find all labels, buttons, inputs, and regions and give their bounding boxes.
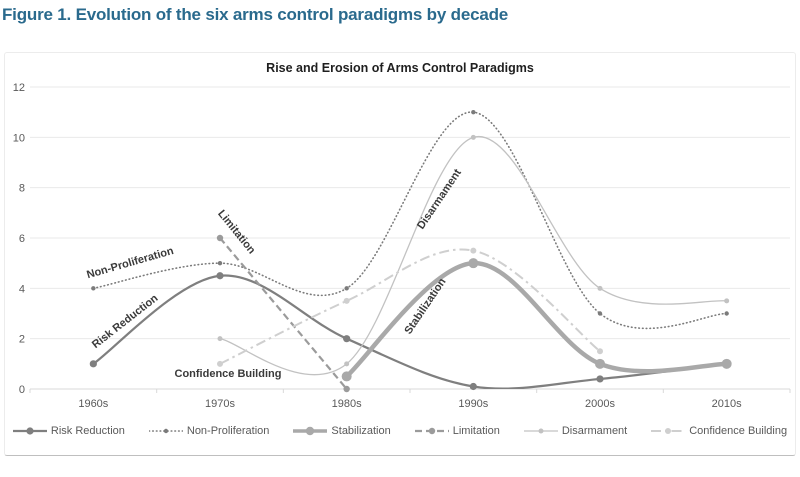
series-marker-non-proliferation (217, 260, 223, 266)
chart-legend: Risk Reduction Non-Proliferation Stabiliza… (5, 425, 795, 437)
series-marker-confidence-building (597, 348, 603, 355)
legend-item-limitation: Limitation (414, 425, 500, 437)
series-marker-confidence-building (343, 297, 350, 304)
series-marker-non-proliferation (91, 286, 96, 291)
x-axis-tick-label: 2000s (585, 398, 615, 410)
series-marker-non-proliferation (724, 311, 729, 316)
x-axis-tick-label: 2010s (712, 398, 742, 410)
series-line-limitation (219, 237, 348, 389)
legend-item-disarmament: Disarmament (523, 425, 628, 437)
series-marker-disarmament (724, 298, 730, 304)
legend-item-non-proliferation: Non-Proliferation (148, 425, 270, 437)
chart-card: 0 2 4 6 8 10 12 1960s 1970s 1980s 1990s 2000s 2010s N… (4, 52, 796, 456)
series-label-limitation: Limitation (215, 208, 258, 257)
series-marker-risk-reduction (596, 375, 604, 383)
series-line-risk-reduction (92, 274, 727, 389)
legend-item-confidence-building: Confidence Building (651, 425, 787, 437)
x-axis-tick-label: 1980s (332, 398, 362, 410)
y-axis-tick-label: 12 (13, 82, 25, 94)
legend-label: Limitation (452, 425, 500, 437)
line-chart: 0 2 4 6 8 10 12 1960s 1970s 1980s 1990s 2000s 2010s N… (13, 82, 791, 410)
series-label-confidence-building: Confidence Building (175, 368, 282, 380)
series-label-risk-reduction: Risk Reduction (90, 292, 161, 351)
series-marker-risk-reduction (89, 360, 97, 368)
legend-label: Disarmament (561, 425, 628, 437)
x-axis-tick-label: 1990s (458, 398, 488, 410)
series-marker-disarmament (217, 336, 223, 342)
legend-item-stabilization: Stabilization (293, 425, 391, 437)
series-marker-risk-reduction (216, 272, 224, 280)
series-marker-non-proliferation (597, 311, 603, 316)
series-marker-disarmament (597, 285, 603, 291)
series-line-non-proliferation (92, 111, 728, 330)
series-marker-non-proliferation (344, 286, 349, 291)
y-axis-tick-label: 10 (13, 132, 25, 144)
series-marker-non-proliferation (471, 109, 476, 115)
legend-line-icon (12, 427, 47, 435)
legend-line-icon (293, 426, 328, 436)
legend-line-icon (414, 427, 449, 435)
legend-label: Stabilization (331, 425, 391, 437)
series-marker-stabilization (341, 371, 352, 382)
series-line-confidence-building (219, 248, 601, 365)
legend-line-icon (523, 428, 558, 434)
legend-line-icon (148, 428, 183, 434)
y-axis-tick-label: 0 (19, 384, 25, 396)
x-axis-tick-label: 1970s (205, 398, 235, 410)
chart-title: Rise and Erosion of Arms Control Paradig… (266, 61, 534, 75)
series-marker-stabilization (468, 258, 479, 269)
series-marker-risk-reduction (343, 335, 351, 343)
series-marker-stabilization (721, 358, 732, 369)
series-marker-limitation (216, 234, 224, 242)
series-marker-risk-reduction (469, 382, 477, 391)
y-axis-tick-label: 8 (19, 183, 25, 195)
series-marker-stabilization (595, 358, 605, 369)
series-marker-limitation (343, 385, 350, 393)
x-axis-tick-label: 1960s (78, 398, 108, 410)
legend-label: Risk Reduction (50, 425, 125, 437)
y-axis-tick-label: 2 (19, 334, 25, 346)
legend-line-icon (651, 428, 686, 434)
y-axis-tick-label: 6 (19, 233, 25, 245)
series-marker-confidence-building (470, 247, 477, 254)
y-axis-tick-label: 4 (19, 283, 25, 295)
series-marker-disarmament (344, 361, 350, 367)
legend-item-risk-reduction: Risk Reduction (12, 425, 125, 437)
legend-label: Non-Proliferation (186, 425, 270, 437)
series-label-non-proliferation: Non-Proliferation (85, 245, 175, 281)
figure-title: Figure 1. Evolution of the six arms cont… (2, 5, 509, 24)
series-marker-confidence-building (217, 360, 223, 367)
series-marker-disarmament (470, 134, 476, 140)
series-line-stabilization (345, 260, 727, 379)
legend-label: Confidence Building (689, 425, 788, 437)
